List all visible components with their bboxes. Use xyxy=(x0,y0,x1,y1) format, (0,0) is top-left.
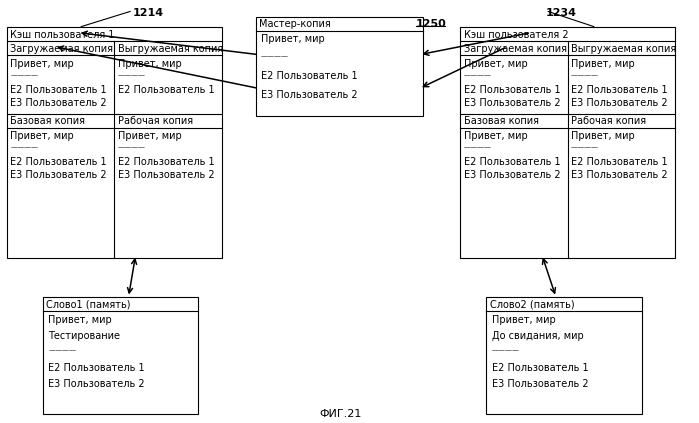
Text: Кэш пользователя 2: Кэш пользователя 2 xyxy=(463,30,568,40)
Text: ————: ———— xyxy=(571,72,599,78)
Text: Слово2 (память): Слово2 (память) xyxy=(489,299,574,310)
Text: Е2 Пользователь 1: Е2 Пользователь 1 xyxy=(463,157,560,168)
Text: Е3 Пользователь 2: Е3 Пользователь 2 xyxy=(571,98,668,108)
Text: Слово1 (память): Слово1 (память) xyxy=(46,299,131,310)
Text: До свидания, мир: До свидания, мир xyxy=(491,331,583,341)
Text: Е3 Пользователь 2: Е3 Пользователь 2 xyxy=(463,170,560,181)
Bar xyxy=(486,297,642,414)
Text: Е3 Пользователь 2: Е3 Пользователь 2 xyxy=(463,98,560,108)
Text: Е3 Пользователь 2: Е3 Пользователь 2 xyxy=(117,170,214,181)
Text: Е3 Пользователь 2: Е3 Пользователь 2 xyxy=(10,98,107,108)
Text: Привет, мир: Привет, мир xyxy=(261,34,325,44)
Text: Е3 Пользователь 2: Е3 Пользователь 2 xyxy=(571,170,668,181)
Text: Привет, мир: Привет, мир xyxy=(117,59,181,69)
Text: Привет, мир: Привет, мир xyxy=(10,59,74,69)
Text: Е2 Пользователь 1: Е2 Пользователь 1 xyxy=(10,85,107,95)
Text: ФИГ.21: ФИГ.21 xyxy=(319,409,362,419)
Text: Е2 Пользователь 1: Е2 Пользователь 1 xyxy=(48,363,145,373)
Text: Е2 Пользователь 1: Е2 Пользователь 1 xyxy=(491,363,588,373)
Text: Е2 Пользователь 1: Е2 Пользователь 1 xyxy=(571,85,668,95)
Text: ————: ———— xyxy=(463,144,491,150)
Text: Е3 Пользователь 2: Е3 Пользователь 2 xyxy=(491,379,588,389)
Text: Привет, мир: Привет, мир xyxy=(463,59,527,69)
Text: ————: ———— xyxy=(117,144,145,150)
Text: Привет, мир: Привет, мир xyxy=(463,131,527,141)
Bar xyxy=(7,27,222,258)
Text: Е3 Пользователь 2: Е3 Пользователь 2 xyxy=(48,379,145,389)
Text: Загружаемая копия: Загружаемая копия xyxy=(463,44,567,54)
Text: Привет, мир: Привет, мир xyxy=(571,131,635,141)
Text: Е2 Пользователь 1: Е2 Пользователь 1 xyxy=(117,85,214,95)
Text: Загружаемая копия: Загружаемая копия xyxy=(10,44,113,54)
Text: ————: ———— xyxy=(117,72,145,78)
Text: Е3 Пользователь 2: Е3 Пользователь 2 xyxy=(261,90,358,100)
Text: Базовая копия: Базовая копия xyxy=(10,116,85,126)
Text: Кэш пользователя 1: Кэш пользователя 1 xyxy=(10,30,115,40)
Text: Е2 Пользователь 1: Е2 Пользователь 1 xyxy=(463,85,560,95)
Bar xyxy=(256,17,423,116)
Text: Е2 Пользователь 1: Е2 Пользователь 1 xyxy=(10,157,107,168)
Text: Е2 Пользователь 1: Е2 Пользователь 1 xyxy=(261,71,358,82)
Text: ————: ———— xyxy=(261,53,289,59)
Text: Базовая копия: Базовая копия xyxy=(463,116,539,126)
Text: Привет, мир: Привет, мир xyxy=(117,131,181,141)
Text: ————: ———— xyxy=(10,72,38,78)
Text: Е2 Пользователь 1: Е2 Пользователь 1 xyxy=(571,157,668,168)
Text: Е3 Пользователь 2: Е3 Пользователь 2 xyxy=(10,170,107,181)
Text: Привет, мир: Привет, мир xyxy=(48,315,112,325)
Text: Выгружаемая копия: Выгружаемая копия xyxy=(571,44,676,54)
Text: Привет, мир: Привет, мир xyxy=(571,59,635,69)
Bar xyxy=(43,297,199,414)
Text: Привет, мир: Привет, мир xyxy=(10,131,74,141)
Text: ————: ———— xyxy=(10,144,38,150)
Text: ————: ———— xyxy=(571,144,599,150)
Text: Привет, мир: Привет, мир xyxy=(491,315,555,325)
Text: Мастер-копия: Мастер-копия xyxy=(259,19,331,29)
Text: 1250: 1250 xyxy=(416,19,447,29)
Bar xyxy=(460,27,675,258)
Text: ————: ———— xyxy=(48,347,76,353)
Text: 1214: 1214 xyxy=(133,8,164,19)
Text: ————: ———— xyxy=(463,72,491,78)
Text: ————: ———— xyxy=(491,347,519,353)
Text: Рабочая копия: Рабочая копия xyxy=(571,116,646,126)
Text: 1234: 1234 xyxy=(545,8,577,19)
Text: Рабочая копия: Рабочая копия xyxy=(117,116,193,126)
Text: Выгружаемая копия: Выгружаемая копия xyxy=(117,44,223,54)
Text: Е2 Пользователь 1: Е2 Пользователь 1 xyxy=(117,157,214,168)
Text: Тестирование: Тестирование xyxy=(48,331,120,341)
